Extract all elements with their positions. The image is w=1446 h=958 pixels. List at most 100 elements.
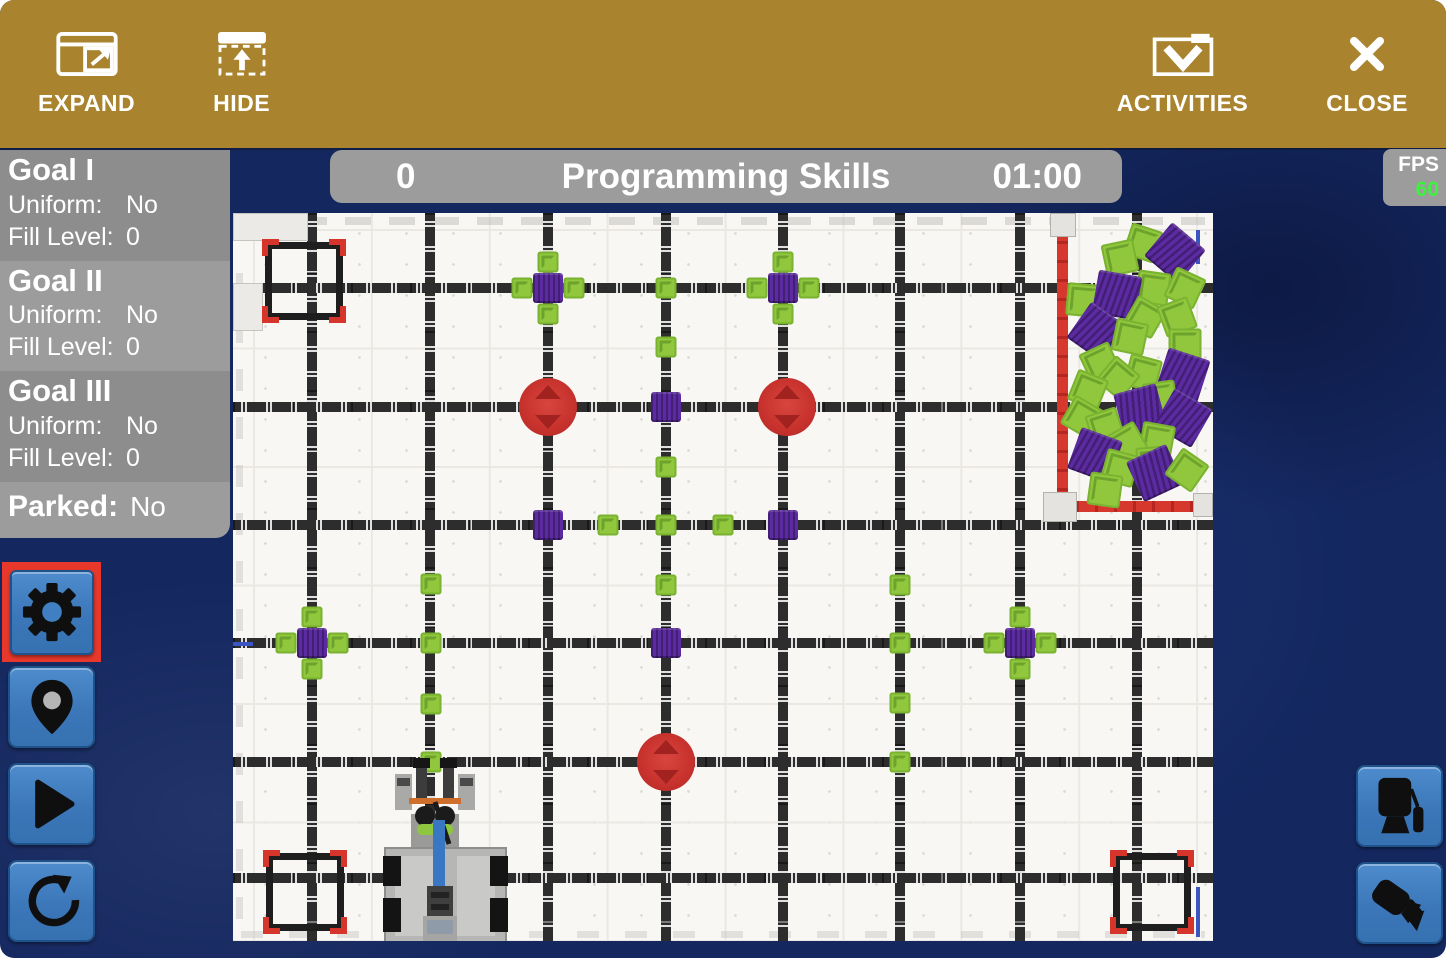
- field-grid-line-h: [233, 873, 1213, 883]
- camera-angle-view-icon: [1371, 879, 1424, 932]
- corner-red-accent: [1177, 850, 1194, 867]
- corner-red-accent: [330, 917, 347, 934]
- goal-2-panel: Goal II Uniform: No Fill Level: 0: [0, 260, 230, 372]
- green-cube: [563, 277, 585, 299]
- goal-3-uniform-row: Uniform: No: [8, 411, 158, 440]
- field-blue-mark: [1196, 887, 1200, 937]
- ball-shade-up: [653, 740, 679, 754]
- green-cube: [889, 632, 911, 654]
- green-cube: [275, 632, 297, 654]
- toolbar-left-group: EXPAND HIDE: [38, 31, 271, 117]
- goal-3-title: Goal III: [8, 373, 112, 409]
- field-blue-mark: [233, 642, 253, 646]
- expand-button[interactable]: EXPAND: [38, 31, 136, 117]
- purple-cube: [533, 510, 563, 540]
- green-cube: [655, 514, 677, 536]
- goal-1-uniform-row: Uniform: No: [8, 190, 158, 219]
- play-button[interactable]: [8, 763, 95, 845]
- gear-icon: [22, 582, 81, 642]
- red-ball: [637, 733, 695, 791]
- camera-angle-view-button[interactable]: [1356, 862, 1443, 944]
- green-cube: [1009, 606, 1031, 628]
- ball-shade-down: [774, 415, 800, 429]
- purple-cube: [768, 273, 798, 303]
- score-value: 0: [396, 156, 416, 196]
- camera-top-view-button[interactable]: [1356, 765, 1443, 847]
- red-zone-line-h: [1057, 501, 1213, 512]
- green-cube: [772, 303, 794, 325]
- corner-red-accent: [330, 850, 347, 867]
- hide-button-label: HIDE: [213, 89, 271, 116]
- purple-cube: [297, 628, 327, 658]
- goal-3-panel: Goal III Uniform: No Fill Level: 0: [0, 371, 230, 482]
- green-cube: [1009, 658, 1031, 680]
- green-cube: [597, 514, 619, 536]
- ball-shade-up: [535, 385, 561, 399]
- green-cube: [798, 277, 820, 299]
- goal-3-fill-row: Fill Level: 0: [8, 443, 140, 472]
- toolbar-right-group: ACTIVITIES CLOSE: [1117, 32, 1408, 117]
- goal-1-title: Goal I: [8, 152, 95, 187]
- green-cube: [655, 574, 677, 596]
- reset-icon: [28, 874, 79, 927]
- green-cube: [655, 456, 677, 478]
- reset-button[interactable]: [8, 860, 95, 942]
- purple-cube: [533, 273, 563, 303]
- green-cube: [301, 658, 323, 680]
- purple-cube: [768, 510, 798, 540]
- hide-button[interactable]: HIDE: [213, 31, 271, 117]
- green-cube: [537, 251, 559, 273]
- field-grid-line-h: [233, 402, 1213, 412]
- field: [233, 213, 1213, 941]
- green-cube: [983, 632, 1005, 654]
- field-grid-line-v: [1015, 213, 1025, 941]
- settings-button[interactable]: [9, 569, 94, 655]
- corner-square: [262, 239, 346, 323]
- ball-shade-down: [535, 415, 561, 429]
- activities-button[interactable]: ACTIVITIES: [1117, 32, 1249, 117]
- set-location-button[interactable]: [8, 666, 95, 748]
- field-grid-line-h: [233, 283, 1213, 293]
- location-pin-icon: [30, 679, 73, 735]
- purple-cube: [1005, 628, 1035, 658]
- activities-folder-icon: [1152, 33, 1213, 76]
- parked-value: No: [130, 490, 166, 522]
- corner-red-accent: [1110, 917, 1127, 934]
- purple-cube: [651, 392, 681, 422]
- corner-red-accent: [263, 850, 280, 867]
- match-timer: 01:00: [992, 156, 1082, 196]
- green-cube: [420, 573, 442, 595]
- red-zone-connector: [1043, 492, 1077, 522]
- parked-panel: Parked: No: [0, 481, 230, 538]
- fps-indicator: FPS 60: [1383, 149, 1446, 206]
- red-zone-connector: [1050, 213, 1076, 237]
- green-cube: [655, 336, 677, 358]
- goal-1-fill-row: Fill Level: 0: [8, 222, 140, 251]
- robot: [383, 758, 508, 941]
- red-zone-line-v: [1057, 222, 1068, 512]
- goal-1-panel: Goal I Uniform: No Fill Level: 0: [0, 150, 230, 261]
- green-cube: [889, 574, 911, 596]
- fps-value: 60: [1415, 177, 1439, 201]
- activities-button-label: ACTIVITIES: [1116, 89, 1249, 116]
- field-edge-texture: [241, 931, 1205, 938]
- green-cube: [511, 277, 533, 299]
- camera-top-view-icon: [1377, 777, 1423, 834]
- goals-panel: Goal I Uniform: No Fill Level: 0 Goal II U…: [0, 150, 230, 538]
- ball-shade-down: [653, 770, 679, 784]
- expand-window-icon: [55, 31, 118, 76]
- red-ball: [519, 378, 577, 436]
- hide-panel-icon: [217, 31, 266, 76]
- green-cube: [712, 514, 734, 536]
- green-cube: [655, 277, 677, 299]
- corner-red-accent: [1110, 850, 1127, 867]
- close-button[interactable]: CLOSE: [1326, 32, 1408, 117]
- green-cube: [327, 632, 349, 654]
- corner-red-accent: [263, 917, 280, 934]
- goal-2-uniform-row: Uniform: No: [8, 301, 158, 330]
- corner-red-accent: [329, 239, 346, 256]
- corner-red-accent: [1177, 917, 1194, 934]
- corner-red-accent: [262, 239, 279, 256]
- expand-button-label: EXPAND: [38, 89, 136, 116]
- green-cube: [1110, 317, 1150, 357]
